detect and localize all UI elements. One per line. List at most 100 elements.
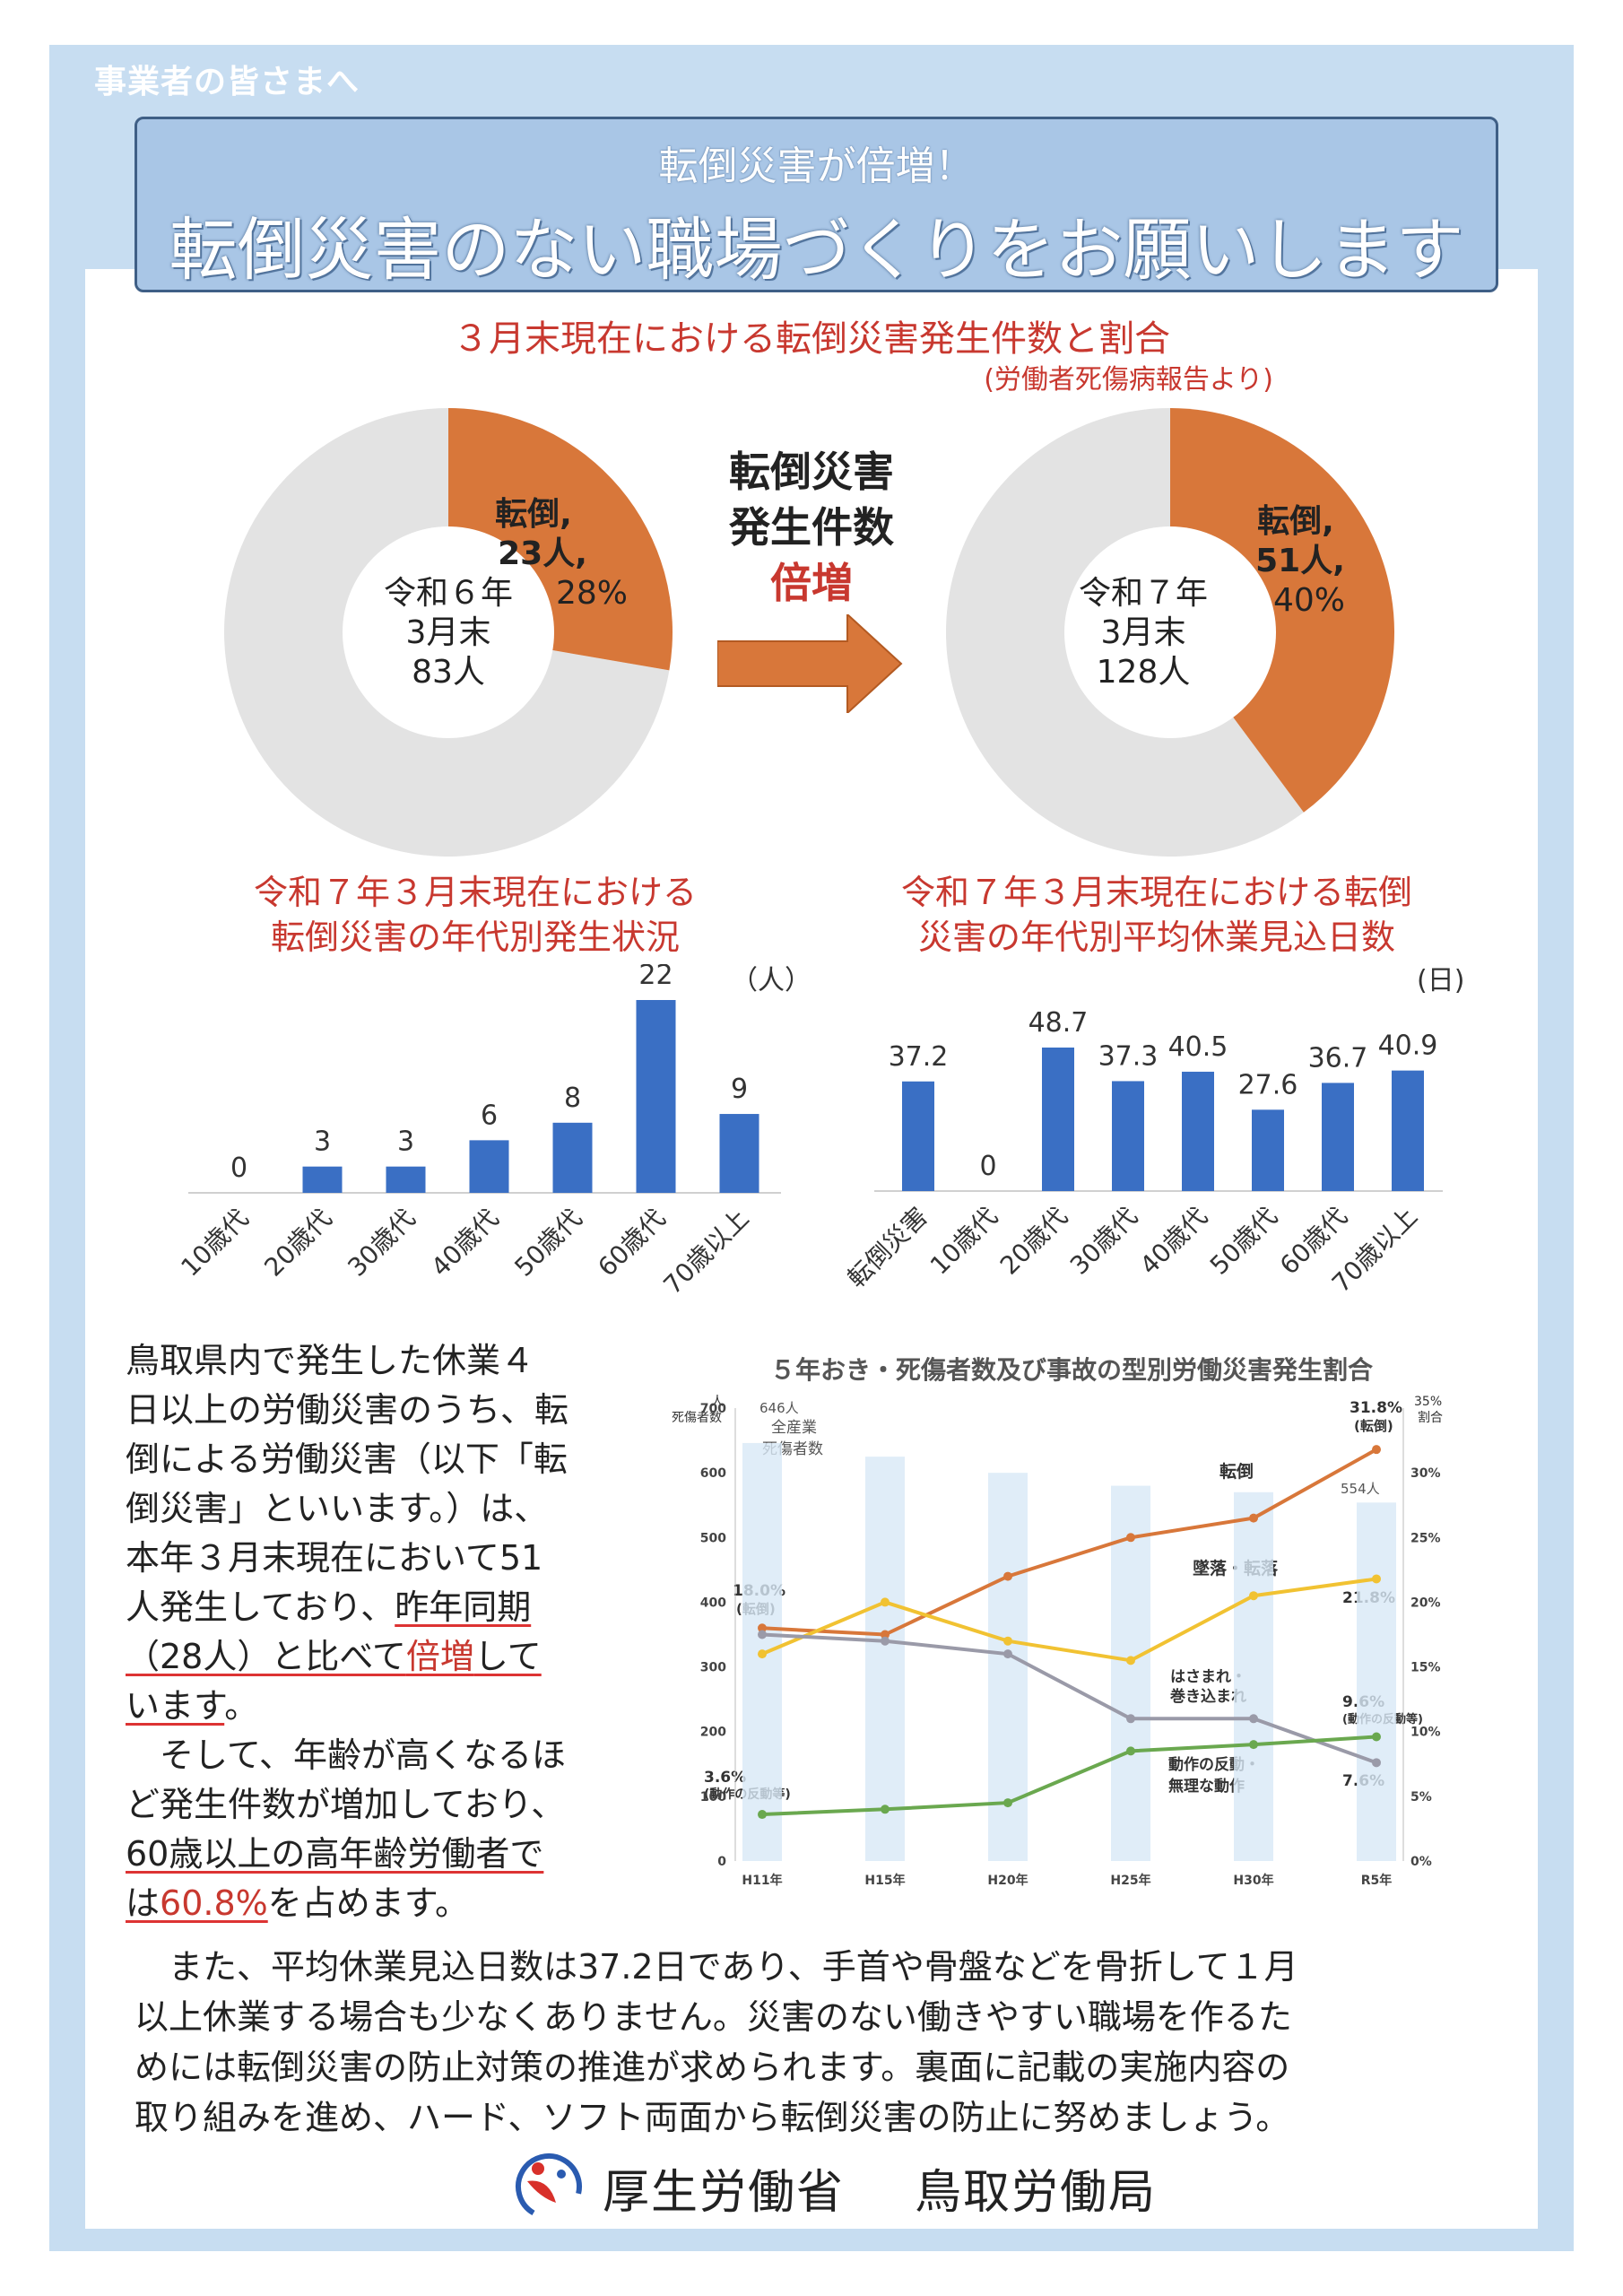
series-4-point-5 xyxy=(1372,1732,1381,1742)
p2-underline-3: 60.8% xyxy=(160,1883,268,1923)
paragraph-1: 鳥取県内で発生した休業４ 日以上の労働災害のうち、転 倒による労働災害（以下「転… xyxy=(126,1336,646,1928)
left-tick-6: 600 xyxy=(700,1466,726,1481)
bar2-value-label-3: 37.3 xyxy=(1098,1040,1159,1072)
pie1-slice-label-3: 28% xyxy=(556,575,628,612)
x-tick-5: R5年 xyxy=(1361,1873,1393,1888)
footer-org-2: 鳥取労働局 xyxy=(915,2166,1158,2220)
right-unit-1: 35% xyxy=(1414,1395,1442,1409)
series-line-4 xyxy=(761,1735,1377,1817)
bar1-value-label-4: 8 xyxy=(564,1083,581,1114)
bar2-value-label-4: 40.5 xyxy=(1168,1031,1228,1063)
series-line-1 xyxy=(761,1448,1377,1637)
left-tick-1: 100 xyxy=(700,1790,726,1805)
p1-line8: います。 xyxy=(126,1682,646,1731)
bar1-bar-4 xyxy=(552,1122,593,1193)
annotation-motion-label-2: 無理な動作 xyxy=(1168,1777,1245,1796)
p1-end: 。 xyxy=(224,1686,259,1726)
series-2-point-4 xyxy=(1249,1591,1258,1601)
bar1-category-label-1: 20歳代 xyxy=(258,1204,337,1283)
x-tick-1: H15年 xyxy=(864,1873,905,1888)
pie1-slice-label-2: 23人, xyxy=(498,535,587,572)
bar1-value-label-5: 22 xyxy=(638,964,673,991)
bar2-value-label-2: 48.7 xyxy=(1028,1007,1089,1039)
pie2-center-line3: 128人 xyxy=(1097,654,1191,691)
bar1-value-label-0: 0 xyxy=(230,1152,247,1184)
right-tick-6: 30% xyxy=(1410,1466,1441,1481)
p2-line3: 60歳以上の高年齢労働者で xyxy=(126,1830,646,1879)
bar2-unit: (日) xyxy=(1417,965,1464,996)
p1-line5: 本年３月末現在において51 xyxy=(126,1538,543,1578)
series-1-point-4 xyxy=(1249,1513,1258,1523)
all-industry-label-1: 全産業 xyxy=(771,1419,817,1437)
bar1-category-label-4: 50歳代 xyxy=(508,1204,587,1283)
x-tick-2: H20年 xyxy=(987,1873,1028,1888)
bar2-value-label-6: 36.7 xyxy=(1308,1042,1368,1074)
bar2-category-label-3: 30歳代 xyxy=(1064,1202,1143,1281)
right-tick-5: 25% xyxy=(1410,1531,1441,1545)
all-industry-column-3 xyxy=(1111,1485,1150,1861)
audience-tag: 事業者の皆さまへ xyxy=(94,64,360,100)
series-2-point-2 xyxy=(1003,1636,1012,1646)
left-tick-0: 0 xyxy=(717,1855,726,1869)
bar1-bar-2 xyxy=(386,1166,426,1193)
pie2-slice-label-2: 51人, xyxy=(1255,543,1345,579)
pie1-hole xyxy=(343,526,554,738)
banner-subtitle: 転倒災害が倍増！ xyxy=(658,144,975,189)
series-4-point-0 xyxy=(758,1810,767,1820)
p1-line2: 日以上の労働災害のうち、転 xyxy=(126,1390,569,1430)
p3-line1: また、平均休業見込日数は37.2日であり、手首や骨盤などを骨折して１月 xyxy=(135,1947,1298,1987)
annotation-motion-start: 3.6% xyxy=(704,1769,746,1787)
bar1-value-label-3: 6 xyxy=(481,1100,498,1131)
double-arrow-icon xyxy=(717,614,903,713)
line-chart-title: ５年おき・死傷者数及び事故の型別労働災害発生割合 xyxy=(770,1355,1374,1385)
value-554: 554人 xyxy=(1341,1481,1380,1497)
bar2-bar-2 xyxy=(1042,1048,1074,1191)
series-1-point-1 xyxy=(881,1630,890,1639)
p3-line4: 取り組みを進め、ハード、ソフト両面から転倒災害の防止に努めましょう。 xyxy=(135,2098,1290,2137)
series-1-point-0 xyxy=(758,1623,767,1633)
series-1-point-2 xyxy=(1003,1571,1012,1581)
right-tick-2: 10% xyxy=(1410,1726,1441,1740)
right-tick-3: 15% xyxy=(1410,1661,1441,1675)
bar1-title-line1: 令和７年３月末現在における xyxy=(253,873,697,912)
bar2-value-label-0: 37.2 xyxy=(889,1041,949,1073)
headline-banner: 転倒災害が倍増！ 転倒災害のない職場づくりをお願いします xyxy=(135,117,1498,292)
p1-line4: 倒災害」といいます。）は、 xyxy=(126,1489,549,1528)
p2-tail: を占めます xyxy=(267,1883,435,1923)
p2-underline-2: は xyxy=(126,1883,161,1923)
bar1-category-label-6: 70歳以上 xyxy=(658,1204,755,1300)
p2-line1: そして、年齢が高くなるほ xyxy=(126,1735,566,1775)
bar2-value-label-1: 0 xyxy=(979,1151,996,1182)
annotation-fall-label: 転倒 xyxy=(1219,1461,1254,1482)
annotation-caught-2: 巻き込まれ xyxy=(1169,1687,1246,1706)
series-4-point-4 xyxy=(1249,1740,1258,1750)
p1-underline-2: （28人）と比べて xyxy=(126,1637,406,1676)
all-industry-column-4 xyxy=(1234,1492,1273,1861)
p1-line6-text: 人発生しており、 xyxy=(126,1587,395,1627)
pie1-center-line3: 83人 xyxy=(412,654,485,691)
bar2-category-label-0: 転倒災害 xyxy=(847,1202,933,1294)
p2-end: 。 xyxy=(434,1883,469,1923)
series-2-point-3 xyxy=(1126,1656,1135,1665)
p2-line4: は60.8%を占めます。 xyxy=(126,1879,646,1928)
pie-chart-r7: 令和７年 3月末 128人 転倒, 51人, 40% xyxy=(946,408,1394,857)
middle-callout: 転倒災害 発生件数 倍増 xyxy=(690,444,933,611)
x-tick-3: H25年 xyxy=(1110,1873,1150,1888)
banner-title: 転倒災害のない職場づくりをお願いします xyxy=(169,210,1464,290)
series-3-point-3 xyxy=(1126,1714,1135,1724)
series-1-point-3 xyxy=(1126,1533,1135,1543)
bar2-category-label-4: 40歳代 xyxy=(1134,1202,1213,1281)
bar1-category-label-3: 40歳代 xyxy=(425,1204,504,1283)
right-tick-4: 20% xyxy=(1410,1596,1441,1610)
left-tick-4: 400 xyxy=(700,1596,726,1610)
p1-underline-4: して xyxy=(473,1637,542,1676)
annotation-fall-end: 31.8% xyxy=(1350,1399,1402,1417)
bar1-title: 令和７年３月末現在における 転倒災害の年代別発生状況 xyxy=(170,870,780,960)
left-tick-2: 200 xyxy=(700,1726,726,1740)
bar2-value-label-5: 27.6 xyxy=(1238,1069,1298,1100)
p2-line2: ど発生件数が増加しており、 xyxy=(126,1785,566,1824)
bar2-bar-0 xyxy=(902,1081,934,1191)
left-unit-1: 人 xyxy=(711,1395,724,1409)
ministry-logo-icon xyxy=(516,2153,582,2220)
series-2-point-5 xyxy=(1372,1574,1381,1584)
